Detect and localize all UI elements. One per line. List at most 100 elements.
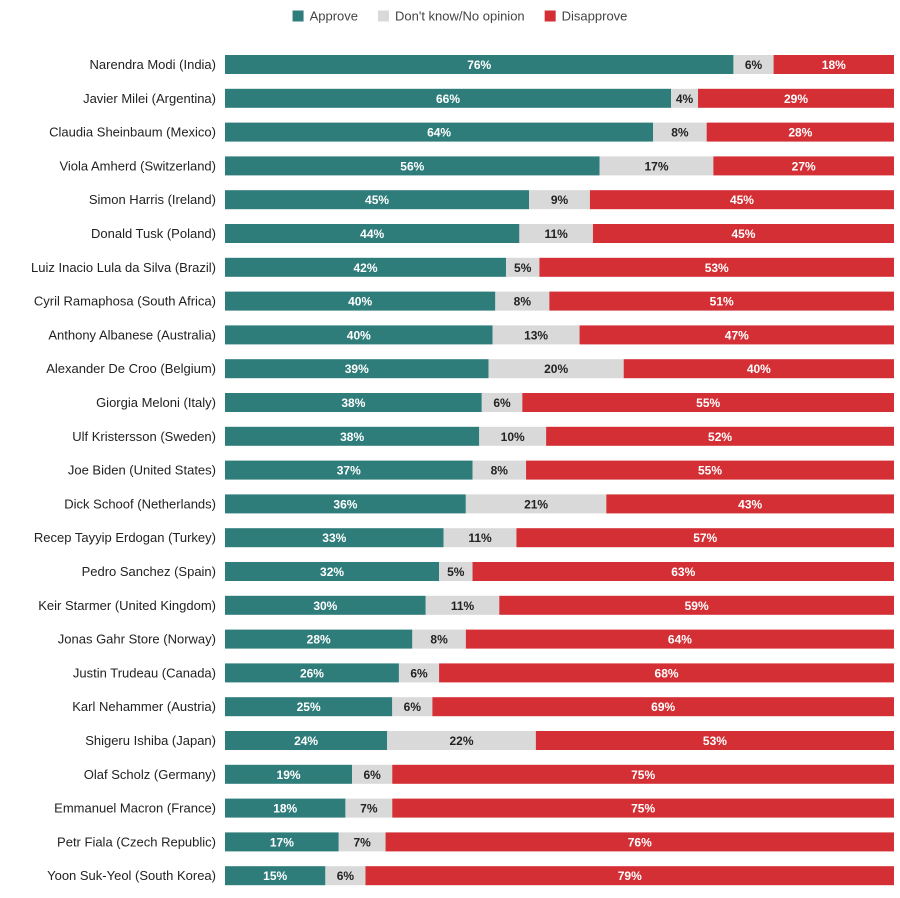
data-label-don-t-know-no-opinion: 17% [644,159,668,173]
bar-don-t-know-no-opinion [465,494,607,514]
category-label: Shigeru Ishiba (Japan) [85,733,216,748]
bar-don-t-know-no-opinion [495,291,550,311]
data-label-approve: 30% [313,599,337,613]
data-label-don-t-know-no-opinion: 10% [501,430,525,444]
bar-disapprove [589,190,894,210]
bar-don-t-know-no-opinion [505,257,540,277]
bar-approve [225,122,654,142]
data-label-disapprove: 75% [631,802,655,816]
bar-disapprove [516,528,894,548]
data-label-disapprove: 52% [708,430,732,444]
data-label-approve: 38% [340,430,364,444]
category-label: Narendra Modi (India) [90,57,216,72]
bar-don-t-know-no-opinion [653,122,707,142]
data-label-approve: 56% [400,159,424,173]
bar-don-t-know-no-opinion [338,832,386,852]
data-label-approve: 37% [337,464,361,478]
category-label: Yoon Suk-Yeol (South Korea) [47,868,216,883]
data-label-disapprove: 55% [696,396,720,410]
bar-approve [225,629,413,649]
legend-label-disapprove: Disapprove [562,9,628,24]
data-label-don-t-know-no-opinion: 6% [364,768,382,782]
bar-disapprove [579,325,894,345]
bar-approve [225,224,520,243]
bar-don-t-know-no-opinion [345,798,393,818]
bar-disapprove [698,88,894,108]
data-label-disapprove: 59% [685,599,709,613]
category-label: Claudia Sheinbaum (Mexico) [49,125,216,140]
bar-disapprove [432,697,894,717]
category-label: Anthony Albanese (Australia) [48,327,216,342]
data-label-approve: 38% [341,396,365,410]
data-label-disapprove: 76% [628,835,652,849]
bar-don-t-know-no-opinion [488,359,624,379]
data-label-approve: 39% [345,362,369,376]
bar-disapprove [623,359,894,379]
bar-approve [225,697,393,717]
bar-approve [225,426,480,446]
data-label-disapprove: 28% [788,126,812,140]
data-label-don-t-know-no-opinion: 7% [353,835,371,849]
bar-disapprove [713,156,894,176]
data-label-approve: 36% [333,497,357,511]
data-label-disapprove: 75% [631,768,655,782]
bar-disapprove [549,291,894,311]
category-label: Olaf Scholz (Germany) [84,767,216,782]
category-label: Cyril Ramaphosa (South Africa) [34,294,216,309]
bar-don-t-know-no-opinion [425,595,500,615]
data-label-don-t-know-no-opinion: 11% [451,599,475,613]
bar-don-t-know-no-opinion [479,426,547,446]
bar-disapprove [392,764,894,784]
data-label-don-t-know-no-opinion: 8% [514,295,532,309]
category-label: Giorgia Meloni (Italy) [96,395,216,410]
category-labels: Narendra Modi (India) Javier Milei (Argen… [31,57,216,883]
bar-don-t-know-no-opinion [599,156,714,176]
category-label: Karl Nehammer (Austria) [72,699,216,714]
category-label: Keir Starmer (United Kingdom) [38,598,216,613]
bar-disapprove [546,426,894,446]
data-label-don-t-know-no-opinion: 6% [404,700,422,714]
legend: Approve Don't know/No opinion Disapprove [292,9,628,24]
legend-label-don-t-know-no-opinion: Don't know/No opinion [395,9,525,24]
category-label: Jonas Gahr Store (Norway) [58,632,216,647]
bar-approve [225,460,473,480]
data-label-disapprove: 47% [725,328,749,342]
category-label: Dick Schoof (Netherlands) [64,496,216,511]
data-label-approve: 32% [320,565,344,579]
bar-don-t-know-no-opinion [439,562,473,581]
bar-disapprove [706,122,894,142]
data-label-approve: 19% [277,768,301,782]
data-label-don-t-know-no-opinion: 9% [551,193,569,207]
bar-approve [225,764,353,784]
bar-approve [225,325,493,345]
category-label: Donald Tusk (Poland) [91,226,216,241]
bar-don-t-know-no-opinion [481,393,523,412]
bars: 76% 6% 18% 66% 4% 29% 64% 8% 28% 56% 17% 27% 45% 9% 45… [225,55,894,886]
data-label-don-t-know-no-opinion: 11% [468,531,492,545]
data-label-approve: 66% [436,92,460,106]
bar-approve [225,731,388,750]
bar-approve [225,798,346,818]
category-label: Joe Biden (United States) [68,463,216,478]
data-label-don-t-know-no-opinion: 6% [493,396,511,410]
category-label: Emmanuel Macron (France) [54,801,216,816]
bar-disapprove [539,257,894,277]
bar-disapprove [522,393,894,412]
bar-approve [225,55,734,74]
data-label-approve: 40% [348,295,372,309]
bar-don-t-know-no-opinion [443,528,517,548]
bar-disapprove [606,494,894,514]
bar-approve [225,595,426,615]
bar-don-t-know-no-opinion [387,731,536,750]
data-label-approve: 24% [294,734,318,748]
bar-approve [225,359,489,379]
bar-don-t-know-no-opinion [492,325,580,345]
bar-approve [225,562,440,581]
data-label-approve: 44% [360,227,384,241]
bar-don-t-know-no-opinion [352,764,393,784]
data-label-don-t-know-no-opinion: 6% [745,58,763,72]
bar-don-t-know-no-opinion [671,88,699,108]
data-label-approve: 45% [365,193,389,207]
legend-swatch-disapprove [544,10,556,22]
legend-swatch-don-t-know-no-opinion [377,10,389,22]
